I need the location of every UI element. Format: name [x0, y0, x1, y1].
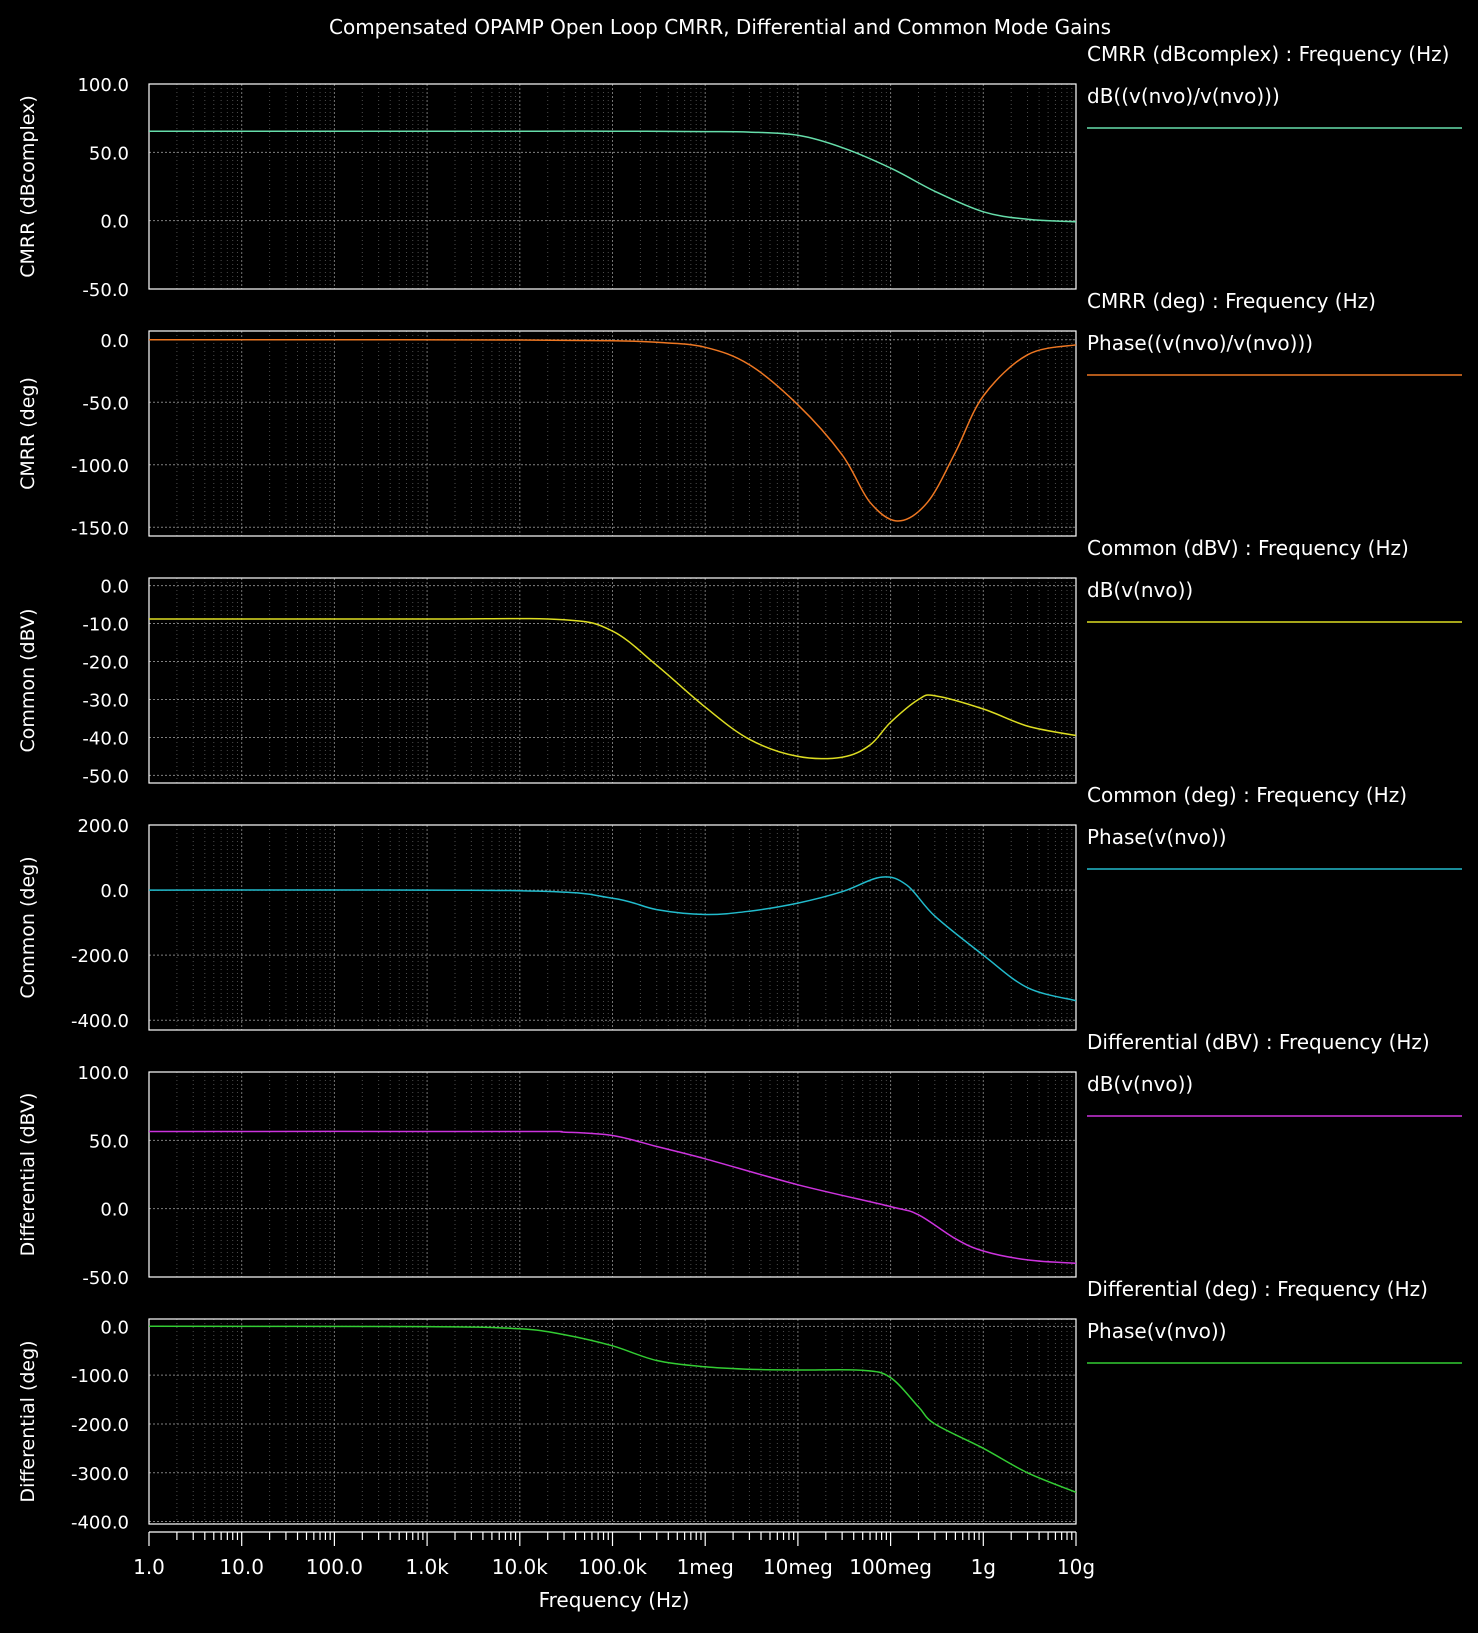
legend-title: Common (dBV) : Frequency (Hz) [1087, 536, 1409, 560]
series-line [149, 130, 1077, 223]
y-tick-label: -30.0 [82, 690, 129, 711]
panel-frame [148, 330, 1077, 537]
y-tick-label: -200.0 [71, 1415, 129, 1436]
x-tick-label: 10.0 [219, 1555, 264, 1579]
x-tick-label: 10g [1057, 1555, 1095, 1579]
panel-1: 0.0 -50.0 -100.0 -150.0 CMRR (deg) CMRR (deg)… [17, 289, 1462, 539]
y-tick-label: 100.0 [77, 1063, 129, 1084]
panel-4: 100.0 50.0 0.0 -50.0 Differential (dBV) Diffe… [17, 1030, 1462, 1289]
panel-0: 100.0 50.0 0.0 -50.0 CMRR (dBcomplex) CMRR (d… [17, 42, 1462, 301]
y-tick-label: 0.0 [100, 1317, 129, 1338]
y-axis-label: Common (deg) [17, 856, 39, 998]
y-tick-label: -100.0 [71, 1366, 129, 1387]
series-line [148, 1130, 1077, 1265]
y-tick-label: -400.0 [71, 1513, 129, 1534]
chart-title: Compensated OPAMP Open Loop CMRR, Differ… [329, 15, 1111, 39]
legend-title: CMRR (dBcomplex) : Frequency (Hz) [1087, 42, 1449, 66]
y-axis-label: CMRR (dBcomplex) [17, 95, 39, 278]
legend-series-name: Phase((v(nvo)/v(nvo))) [1087, 331, 1313, 355]
y-tick-label: -200.0 [71, 946, 129, 967]
panel-3: 200.0 0.0 -200.0 -400.0 Common (deg) Common (… [17, 783, 1462, 1032]
panel-frame [148, 83, 1077, 290]
x-tick-label: 100.0 [306, 1555, 363, 1579]
y-tick-label: 100.0 [77, 75, 129, 96]
x-tick-label: 1.0 [133, 1555, 165, 1579]
panel-2: 0.0 -10.0 -20.0 -30.0 -40.0 -50.0 Common (dBV)… [17, 536, 1462, 787]
y-tick-label: 0.0 [100, 881, 129, 902]
x-tick-label: 1meg [677, 1555, 734, 1579]
y-axis-label: Differential (dBV) [17, 1093, 39, 1257]
y-tick-label: -40.0 [82, 728, 129, 749]
x-axis: 1.0 10.0 100.0 1.0k 10.0k 100.0k 1meg 10meg 100m… [133, 1531, 1095, 1579]
y-tick-label: -100.0 [71, 456, 129, 477]
series-line [148, 1325, 1077, 1493]
x-tick-label: 1.0k [405, 1555, 449, 1579]
legend-series-name: Phase(v(nvo)) [1087, 1319, 1227, 1343]
y-axis-label: Differential (deg) [17, 1340, 39, 1502]
legend-title: Differential (dBV) : Frequency (Hz) [1087, 1030, 1430, 1054]
y-tick-label: -150.0 [71, 518, 129, 539]
y-tick-label: -50.0 [82, 1268, 129, 1289]
y-tick-label: 50.0 [89, 1131, 129, 1152]
y-tick-label: 200.0 [77, 816, 129, 837]
y-tick-label: -300.0 [71, 1464, 129, 1485]
x-tick-label: 100.0k [578, 1555, 647, 1579]
y-tick-label: 50.0 [89, 143, 129, 164]
series-line [148, 339, 1077, 522]
x-axis-label: Frequency (Hz) [539, 1588, 690, 1612]
legend-series-name: dB(v(nvo)) [1087, 1072, 1193, 1096]
y-tick-label: -50.0 [82, 280, 129, 301]
legend-title: Differential (deg) : Frequency (Hz) [1087, 1277, 1428, 1301]
legend-series-name: dB((v(nvo)/v(nvo))) [1087, 84, 1280, 108]
legend-title: CMRR (deg) : Frequency (Hz) [1087, 289, 1376, 313]
y-tick-label: -400.0 [71, 1011, 129, 1032]
x-tick-label: 10.0k [492, 1555, 549, 1579]
x-tick-label: 10meg [763, 1555, 833, 1579]
y-tick-label: -50.0 [82, 766, 129, 787]
y-tick-label: -10.0 [82, 615, 129, 636]
panel-5: 0.0 -100.0 -200.0 -300.0 -400.0 Differential … [17, 1277, 1462, 1534]
legend-series-name: Phase(v(nvo)) [1087, 825, 1227, 849]
series-line [148, 617, 1077, 760]
panel-frame [148, 577, 1077, 784]
y-tick-label: 0.0 [100, 212, 129, 233]
y-tick-label: 0.0 [100, 577, 129, 598]
y-tick-label: 0.0 [100, 331, 129, 352]
panel-frame [148, 1318, 1077, 1525]
y-axis-label: Common (dBV) [17, 609, 39, 753]
panel-frame [148, 824, 1077, 1031]
y-tick-label: -20.0 [82, 653, 129, 674]
x-tick-label: 100meg [849, 1555, 932, 1579]
legend-title: Common (deg) : Frequency (Hz) [1087, 783, 1407, 807]
y-tick-label: -50.0 [82, 393, 129, 414]
legend-series-name: dB(v(nvo)) [1087, 578, 1193, 602]
x-tick-label: 1g [971, 1555, 996, 1579]
panels: 100.0 50.0 0.0 -50.0 CMRR (dBcomplex) CMRR (d… [17, 42, 1462, 1534]
y-axis-label: CMRR (deg) [17, 377, 39, 490]
series-line [148, 876, 1077, 1002]
y-tick-label: 0.0 [100, 1200, 129, 1221]
panel-frame [148, 1071, 1077, 1278]
